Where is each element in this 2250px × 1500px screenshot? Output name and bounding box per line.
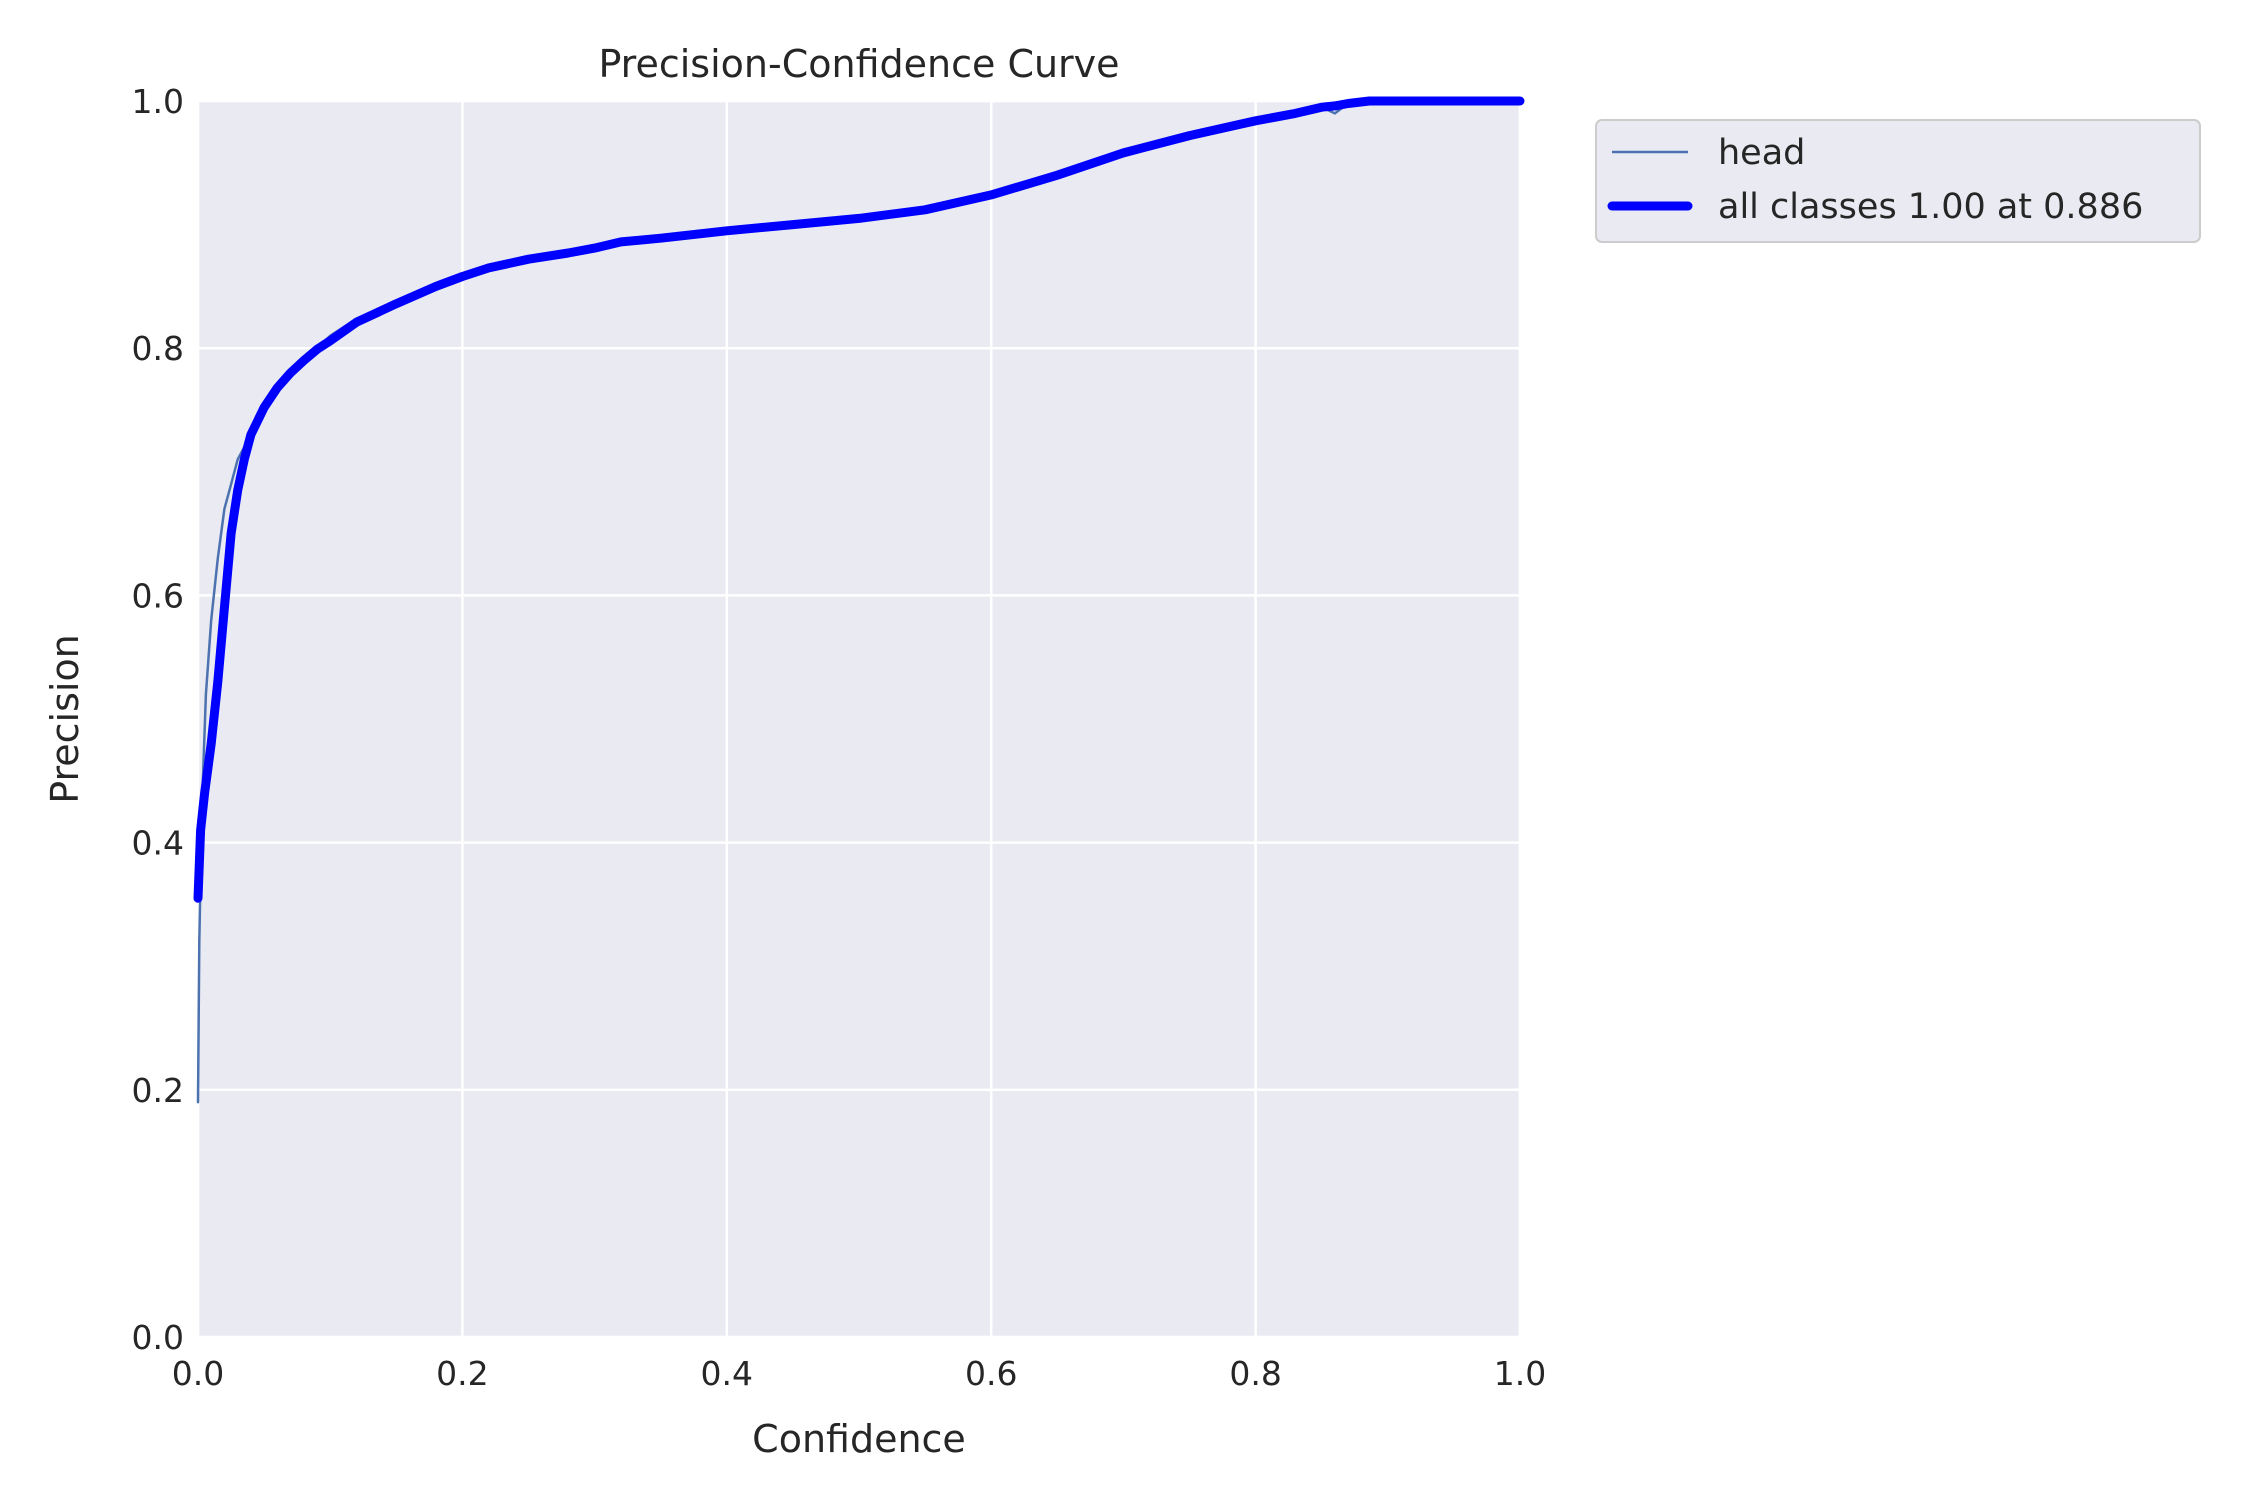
chart-title: Precision-Confidence Curve [598, 42, 1119, 86]
x-tick-label: 0.8 [1229, 1354, 1281, 1393]
y-axis-label: Precision [43, 634, 87, 804]
y-tick-label: 0.8 [132, 329, 184, 368]
x-tick-label: 0.4 [701, 1354, 753, 1393]
y-tick-label: 0.4 [132, 824, 184, 863]
series-line-all-classes [193, 96, 1525, 903]
legend: head all classes 1.00 at 0.886 [1595, 119, 2201, 243]
y-tick-label: 1.0 [132, 82, 184, 121]
plot-area [198, 101, 1520, 1337]
y-tick-label: 0.2 [132, 1071, 184, 1110]
x-tick-label: 0.6 [965, 1354, 1017, 1393]
legend-label-head: head [1718, 133, 1805, 173]
grid-lines [196, 99, 1522, 1339]
x-tick-label: 0.0 [172, 1354, 224, 1393]
y-tick-label: 0.0 [132, 1318, 184, 1357]
y-tick-label: 0.6 [132, 576, 184, 615]
legend-box [1595, 119, 2201, 243]
tick-labels: 0.0 0.2 0.4 0.6 0.8 1.0 0.0 0.2 0.4 0.6 0.8 1.0 [132, 82, 1547, 1393]
x-tick-label: 1.0 [1494, 1354, 1546, 1393]
series-layer [193, 96, 1525, 1104]
x-axis-label: Confidence [752, 1417, 966, 1461]
legend-label-all-classes: all classes 1.00 at 0.886 [1718, 187, 2143, 227]
x-tick-label: 0.2 [436, 1354, 488, 1393]
